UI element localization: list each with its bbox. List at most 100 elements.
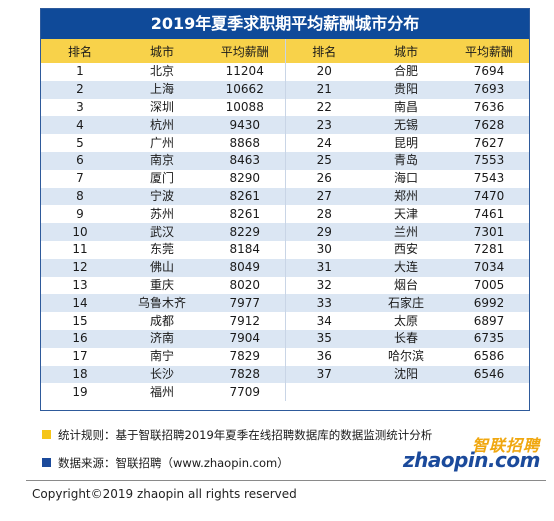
salary-cell: 7693 xyxy=(449,80,529,99)
city-cell: 南京 xyxy=(119,151,205,170)
city-cell: 重庆 xyxy=(119,276,205,295)
rank-cell: 9 xyxy=(41,205,119,224)
salary-cell: 7828 xyxy=(205,365,285,384)
col-salary-header: 平均薪酬 xyxy=(205,39,285,63)
table-row: 1 北京 11204 20 合肥 7694 xyxy=(41,63,529,81)
city-cell: 昆明 xyxy=(363,134,449,152)
rank-cell: 37 xyxy=(284,365,363,384)
table-row: 14 乌鲁木齐 7977 33 石家庄 6992 xyxy=(41,294,529,313)
city-cell: 沈阳 xyxy=(363,365,449,384)
city-cell: 合肥 xyxy=(363,63,449,81)
table-header-row: 排名 城市 平均薪酬 排名 城市 平均薪酬 xyxy=(41,39,529,63)
salary-cell: 7461 xyxy=(449,205,529,224)
city-cell: 太原 xyxy=(363,312,449,330)
rank-cell: 18 xyxy=(41,365,119,384)
salary-cell: 7628 xyxy=(449,116,529,135)
note-rule: 统计规则：基于智联招聘2019年夏季在线招聘数据库的数据监测统计分析 xyxy=(42,425,442,445)
table-row: 6 南京 8463 25 青岛 7553 xyxy=(41,151,529,170)
rank-cell: 30 xyxy=(284,240,363,259)
note-rule-text: 统计规则：基于智联招聘2019年夏季在线招聘数据库的数据监测统计分析 xyxy=(58,428,433,442)
salary-cell: 8261 xyxy=(205,187,285,206)
table-row: 10 武汉 8229 29 兰州 7301 xyxy=(41,223,529,241)
salary-cell: 8020 xyxy=(205,276,285,295)
city-cell: 南宁 xyxy=(119,347,205,366)
salary-cell: 7543 xyxy=(449,169,529,188)
rank-cell: 12 xyxy=(41,258,119,277)
rank-cell: 7 xyxy=(41,169,119,188)
city-cell: 北京 xyxy=(119,63,205,81)
rank-cell: 11 xyxy=(41,240,119,259)
salary-cell: 7636 xyxy=(449,98,529,117)
rank-cell: 32 xyxy=(284,276,363,295)
city-cell: 广州 xyxy=(119,134,205,152)
salary-cell: 7281 xyxy=(449,240,529,259)
rank-cell: 34 xyxy=(284,312,363,330)
rank-cell: 1 xyxy=(41,63,119,81)
city-cell: 宁波 xyxy=(119,187,205,206)
copyright: Copyright©2019 zhaopin all rights reserv… xyxy=(32,487,297,501)
divider xyxy=(26,480,546,481)
city-cell: 兰州 xyxy=(363,223,449,241)
table-row: 13 重庆 8020 32 烟台 7005 xyxy=(41,276,529,295)
city-cell: 武汉 xyxy=(119,223,205,241)
city-cell xyxy=(363,383,449,402)
rank-cell: 20 xyxy=(284,63,363,81)
salary-cell: 11204 xyxy=(205,63,285,81)
city-cell: 厦门 xyxy=(119,169,205,188)
rank-cell: 8 xyxy=(41,187,119,206)
city-cell: 大连 xyxy=(363,258,449,277)
zhaopin-logo: 智联招聘 zhaopin.com xyxy=(403,432,544,474)
salary-cell: 7005 xyxy=(449,276,529,295)
city-cell: 佛山 xyxy=(119,258,205,277)
city-cell: 郑州 xyxy=(363,187,449,206)
table-row: 11 东莞 8184 30 西安 7281 xyxy=(41,240,529,259)
rank-cell xyxy=(284,383,363,402)
salary-cell: 7829 xyxy=(205,347,285,366)
rank-cell: 28 xyxy=(284,205,363,224)
logo-cn: 智联招聘 xyxy=(471,436,540,455)
table-row: 7 厦门 8290 26 海口 7543 xyxy=(41,169,529,188)
salary-cell: 10662 xyxy=(205,80,285,99)
city-cell: 海口 xyxy=(363,169,449,188)
notes: 统计规则：基于智联招聘2019年夏季在线招聘数据库的数据监测统计分析 数据来源：… xyxy=(42,425,442,481)
rank-cell: 21 xyxy=(284,80,363,99)
rank-cell: 4 xyxy=(41,116,119,135)
salary-cell: 7912 xyxy=(205,312,285,330)
table-row: 3 深圳 10088 22 南昌 7636 xyxy=(41,98,529,117)
salary-cell: 7694 xyxy=(449,63,529,81)
city-cell: 长春 xyxy=(363,329,449,348)
rank-cell: 16 xyxy=(41,329,119,348)
city-cell: 深圳 xyxy=(119,98,205,117)
rank-cell: 5 xyxy=(41,134,119,152)
city-cell: 西安 xyxy=(363,240,449,259)
blue-square-icon xyxy=(42,458,51,467)
note-source-text: 数据来源：智联招聘（www.zhaopin.com） xyxy=(58,456,289,470)
salary-cell: 7301 xyxy=(449,223,529,241)
rank-cell: 19 xyxy=(41,383,119,402)
rank-cell: 23 xyxy=(284,116,363,135)
rank-cell: 6 xyxy=(41,151,119,170)
salary-table-panel: 2019年夏季求职期平均薪酬城市分布 排名 城市 平均薪酬 排名 城市 平均薪酬… xyxy=(40,8,530,411)
city-cell: 石家庄 xyxy=(363,294,449,313)
rank-cell: 15 xyxy=(41,312,119,330)
city-cell: 南昌 xyxy=(363,98,449,117)
city-cell: 青岛 xyxy=(363,151,449,170)
table-row: 16 济南 7904 35 长春 6735 xyxy=(41,329,529,348)
col-salary-header: 平均薪酬 xyxy=(449,39,529,63)
table-row: 8 宁波 8261 27 郑州 7470 xyxy=(41,187,529,206)
salary-cell: 6992 xyxy=(449,294,529,313)
rank-cell: 33 xyxy=(284,294,363,313)
salary-cell: 8229 xyxy=(205,223,285,241)
rank-cell: 2 xyxy=(41,80,119,99)
table-row: 5 广州 8868 24 昆明 7627 xyxy=(41,134,529,152)
city-cell: 上海 xyxy=(119,80,205,99)
table-row: 19 福州 7709 xyxy=(41,383,529,402)
rank-cell: 13 xyxy=(41,276,119,295)
rank-cell: 3 xyxy=(41,98,119,117)
salary-cell: 7709 xyxy=(205,383,285,402)
table-row: 17 南宁 7829 36 哈尔滨 6586 xyxy=(41,347,529,366)
table-row: 12 佛山 8049 31 大连 7034 xyxy=(41,258,529,277)
salary-cell: 8868 xyxy=(205,134,285,152)
table-row: 18 长沙 7828 37 沈阳 6546 xyxy=(41,365,529,384)
col-rank-header: 排名 xyxy=(41,39,119,63)
